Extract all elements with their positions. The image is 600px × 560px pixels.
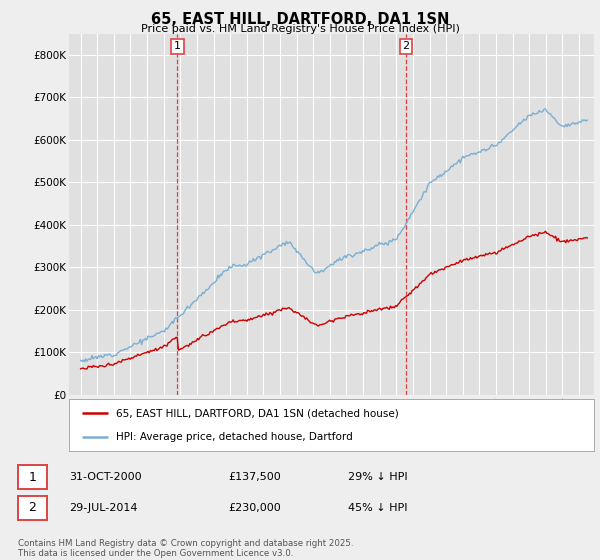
Text: HPI: Average price, detached house, Dartford: HPI: Average price, detached house, Dart…: [116, 432, 353, 442]
Text: 29-JUL-2014: 29-JUL-2014: [69, 503, 137, 513]
Text: £137,500: £137,500: [228, 472, 281, 482]
Text: 1: 1: [28, 470, 37, 484]
Text: 65, EAST HILL, DARTFORD, DA1 1SN (detached house): 65, EAST HILL, DARTFORD, DA1 1SN (detach…: [116, 408, 399, 418]
Text: Price paid vs. HM Land Registry's House Price Index (HPI): Price paid vs. HM Land Registry's House …: [140, 24, 460, 34]
Text: £230,000: £230,000: [228, 503, 281, 513]
Text: 31-OCT-2000: 31-OCT-2000: [69, 472, 142, 482]
Text: 45% ↓ HPI: 45% ↓ HPI: [348, 503, 407, 513]
Text: Contains HM Land Registry data © Crown copyright and database right 2025.
This d: Contains HM Land Registry data © Crown c…: [18, 539, 353, 558]
Text: 2: 2: [403, 41, 409, 52]
Text: 2: 2: [28, 501, 37, 515]
Text: 29% ↓ HPI: 29% ↓ HPI: [348, 472, 407, 482]
Text: 1: 1: [174, 41, 181, 52]
Text: 65, EAST HILL, DARTFORD, DA1 1SN: 65, EAST HILL, DARTFORD, DA1 1SN: [151, 12, 449, 27]
